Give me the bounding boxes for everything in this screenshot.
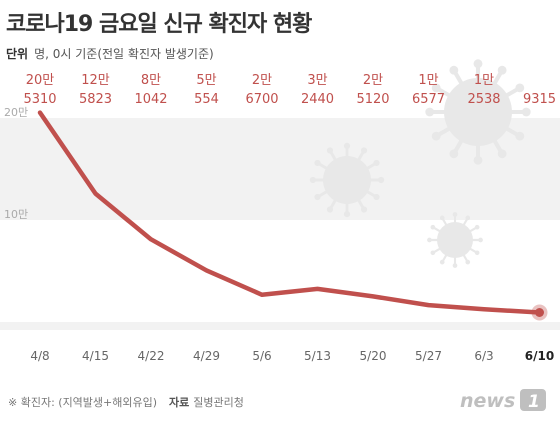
- virus-spike-tip: [497, 149, 507, 159]
- series-line: [37, 110, 542, 315]
- virus-spike-tip: [314, 159, 321, 167]
- virus-spike-tip: [474, 250, 480, 256]
- virus-spike-tip: [473, 155, 483, 165]
- virus-spike-tip: [360, 206, 368, 213]
- virus-icon: [427, 212, 483, 268]
- source-text: 질병관리청: [193, 396, 244, 409]
- x-tick-label: 4/29: [193, 349, 220, 363]
- virus-spike-tip: [452, 263, 458, 268]
- virus-spike-tip: [373, 159, 380, 167]
- x-tick-label: 6/3: [474, 349, 493, 363]
- virus-spike-tip: [425, 107, 435, 117]
- unit-note: 단위 명, 0시 기준(전일 확진자 발생기준): [6, 45, 214, 62]
- data-label-man: 1만: [418, 73, 438, 88]
- virus-spike-tip: [427, 237, 432, 243]
- data-label-man: 8만: [141, 73, 161, 88]
- virus-spike-tip: [431, 131, 441, 141]
- virus-spike-tip: [515, 83, 525, 93]
- series-line-group: [37, 110, 548, 321]
- virus-spike-tip: [360, 147, 368, 154]
- virus-spike-tip: [449, 65, 459, 75]
- logo-wordmark: news: [460, 390, 515, 412]
- virus-spike-tip: [439, 215, 445, 221]
- data-label-man: 20만: [26, 73, 55, 88]
- y-tick-label: 20만: [4, 106, 28, 119]
- virus-spike-tip: [373, 193, 380, 201]
- data-labels: 20만 5310 12만 5823 8만 1042 5만 554 2만 6700 3만 2440 2만 5…: [23, 73, 556, 107]
- virus-spike-tip: [309, 176, 317, 184]
- x-tick-label: 5/6: [252, 349, 271, 363]
- logo-digit: 1: [528, 392, 540, 412]
- data-label-remainder: 2440: [301, 92, 334, 107]
- virus-spike-tip: [430, 250, 436, 256]
- x-axis-ticks: 4/8 4/15 4/22 4/29 5/6 5/13 5/20 5/27 6/3 6/10: [30, 349, 554, 363]
- x-tick-label: 5/27: [415, 349, 442, 363]
- data-label-remainder: 5310: [23, 92, 56, 107]
- data-label-remainder: 6577: [412, 92, 445, 107]
- news1-logo: news 1: [460, 389, 546, 412]
- virus-spike-tip: [314, 193, 321, 201]
- data-label-remainder: 1042: [134, 92, 167, 107]
- data-label-man: 1만: [474, 73, 494, 88]
- virus-body: [437, 222, 473, 258]
- x-tick-label: 5/13: [304, 349, 331, 363]
- virus-spike-tip: [439, 259, 445, 265]
- virus-spike-tip: [478, 237, 483, 243]
- virus-body: [444, 78, 512, 146]
- unit-text: 명, 0시 기준(전일 확진자 발생기준): [34, 47, 214, 61]
- band-lower: [0, 322, 560, 330]
- x-tick-label: 4/22: [138, 349, 165, 363]
- virus-spike-tip: [377, 176, 385, 184]
- virus-spike-tip: [431, 83, 441, 93]
- footer-note: ※ 확진자: (지역발생+해외유입) 자료 질병관리청: [8, 394, 244, 410]
- virus-icon: [309, 142, 385, 218]
- virus-spike-tip: [473, 59, 483, 69]
- data-label-remainder: 6700: [245, 92, 278, 107]
- last-point: [535, 307, 544, 317]
- virus-spike-tip: [430, 224, 436, 230]
- virus-decorations: [309, 59, 531, 268]
- x-tick-label: 5/20: [360, 349, 387, 363]
- virus-spike-tip: [465, 259, 471, 265]
- y-tick-label: 10만: [4, 208, 28, 221]
- virus-spike-tip: [474, 224, 480, 230]
- virus-spike-tip: [515, 131, 525, 141]
- virus-spike-tip: [465, 215, 471, 221]
- virus-spike-tip: [343, 210, 351, 218]
- x-tick-label: 4/8: [30, 349, 49, 363]
- data-label-man: 2만: [363, 73, 383, 88]
- virus-spike-tip: [521, 107, 531, 117]
- virus-spike-tip: [326, 206, 334, 213]
- footnote-text: ※ 확진자: (지역발생+해외유입): [8, 396, 158, 409]
- y-axis-ticks: 20만 10만: [4, 106, 28, 221]
- virus-spike-tip: [497, 65, 507, 75]
- data-label-man: 12만: [81, 73, 110, 88]
- virus-spike-tip: [326, 147, 334, 154]
- data-label-man: 3만: [307, 73, 327, 88]
- data-label-remainder: 5823: [79, 92, 112, 107]
- data-label-remainder: 2538: [467, 92, 500, 107]
- data-label-remainder: 554: [194, 92, 219, 107]
- virus-spike-tip: [343, 142, 351, 150]
- logo-badge: [520, 389, 546, 411]
- chart-title: 코로나19 금요일 신규 확진자 현황: [6, 12, 312, 37]
- x-tick-label: 6/10: [525, 349, 554, 363]
- data-label-remainder: 5120: [356, 92, 389, 107]
- virus-body: [323, 156, 371, 204]
- x-tick-label: 4/15: [82, 349, 109, 363]
- virus-spike-tip: [452, 212, 458, 217]
- virus-spike-tip: [449, 149, 459, 159]
- data-label-man: 5만: [196, 73, 216, 88]
- data-label-remainder: 9315: [523, 92, 556, 107]
- virus-icon: [425, 59, 531, 165]
- unit-label: 단위: [6, 47, 29, 61]
- data-label-man: 2만: [252, 73, 272, 88]
- source-label: 자료: [169, 396, 190, 409]
